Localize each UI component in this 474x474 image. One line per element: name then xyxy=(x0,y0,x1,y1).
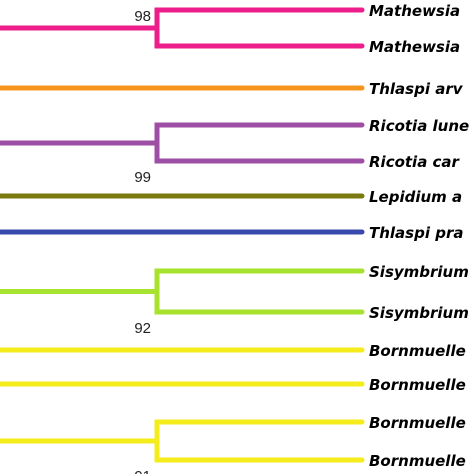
taxon-label: Thlaspi arv xyxy=(369,80,464,98)
taxon-label: Sisymbrium xyxy=(369,263,469,281)
bootstrap-value: 99 xyxy=(134,169,151,186)
taxon-label: Bornmuelle xyxy=(369,376,466,394)
bootstrap-value: 91 xyxy=(134,468,151,474)
taxon-label: Ricotia lune xyxy=(369,117,469,135)
bootstrap-value: 98 xyxy=(134,8,151,25)
taxon-label: Bornmuelle xyxy=(369,452,466,470)
taxon-label: Bornmuelle xyxy=(369,414,466,432)
taxon-label: Bornmuelle xyxy=(369,342,466,360)
taxon-label: Sisymbrium xyxy=(369,304,469,322)
bootstrap-values: 98 99 92 91 xyxy=(134,8,151,474)
taxon-label: Mathewsia xyxy=(369,2,460,20)
taxon-label: Thlaspi pra xyxy=(369,224,463,242)
bootstrap-value: 92 xyxy=(134,320,151,337)
taxon-label: Mathewsia xyxy=(369,38,460,56)
tree-branches xyxy=(0,7,365,463)
taxon-labels: Mathewsia Mathewsia Thlaspi arv Ricotia lun… xyxy=(369,2,469,470)
taxon-label: Lepidium a xyxy=(369,188,462,206)
taxon-label: Ricotia car xyxy=(369,153,461,171)
